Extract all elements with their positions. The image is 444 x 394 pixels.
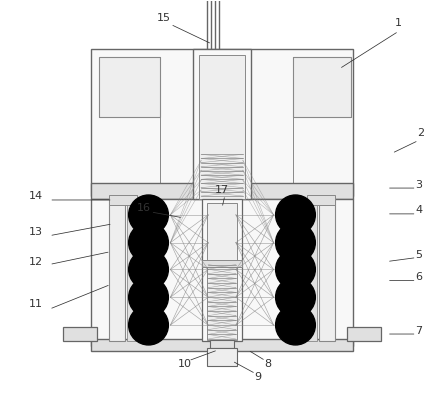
Circle shape (276, 277, 315, 317)
Circle shape (129, 305, 168, 345)
Text: 15: 15 (156, 13, 170, 23)
Circle shape (129, 195, 168, 235)
Text: 11: 11 (29, 299, 44, 309)
Bar (202, 199, 242, 341)
Bar (293, 57, 351, 117)
Bar (207, 348, 237, 366)
Bar (91, 199, 353, 346)
Circle shape (129, 250, 168, 289)
Bar (193, 49, 251, 199)
Circle shape (276, 223, 315, 262)
Bar (91, 339, 353, 351)
Bar (307, 199, 317, 341)
Bar (207, 203, 237, 340)
Circle shape (129, 223, 168, 262)
Text: 10: 10 (178, 359, 192, 369)
Text: 7: 7 (415, 326, 422, 336)
Text: 6: 6 (415, 272, 422, 282)
Text: 13: 13 (29, 227, 44, 237)
Bar (63, 327, 97, 341)
Bar (210, 340, 234, 348)
Bar (109, 195, 137, 205)
Bar (347, 327, 381, 341)
Bar (319, 199, 335, 341)
Circle shape (276, 195, 315, 235)
Text: 9: 9 (254, 372, 262, 382)
Circle shape (276, 250, 315, 289)
Circle shape (129, 277, 168, 317)
Text: 3: 3 (415, 180, 422, 190)
Text: 5: 5 (415, 249, 422, 260)
Text: 14: 14 (29, 191, 44, 201)
Bar (91, 49, 353, 196)
Bar (202, 260, 242, 268)
Bar (109, 199, 125, 341)
Text: 12: 12 (29, 256, 44, 267)
Circle shape (276, 305, 315, 345)
Text: 16: 16 (137, 203, 151, 213)
Text: 2: 2 (417, 128, 424, 138)
Text: 1: 1 (395, 18, 402, 28)
Text: 4: 4 (415, 205, 422, 215)
Bar (91, 183, 353, 199)
Bar (127, 199, 137, 341)
Bar (199, 55, 245, 199)
Bar (307, 195, 335, 205)
Bar (99, 57, 160, 117)
Text: 17: 17 (215, 185, 229, 195)
Text: 8: 8 (264, 359, 271, 369)
